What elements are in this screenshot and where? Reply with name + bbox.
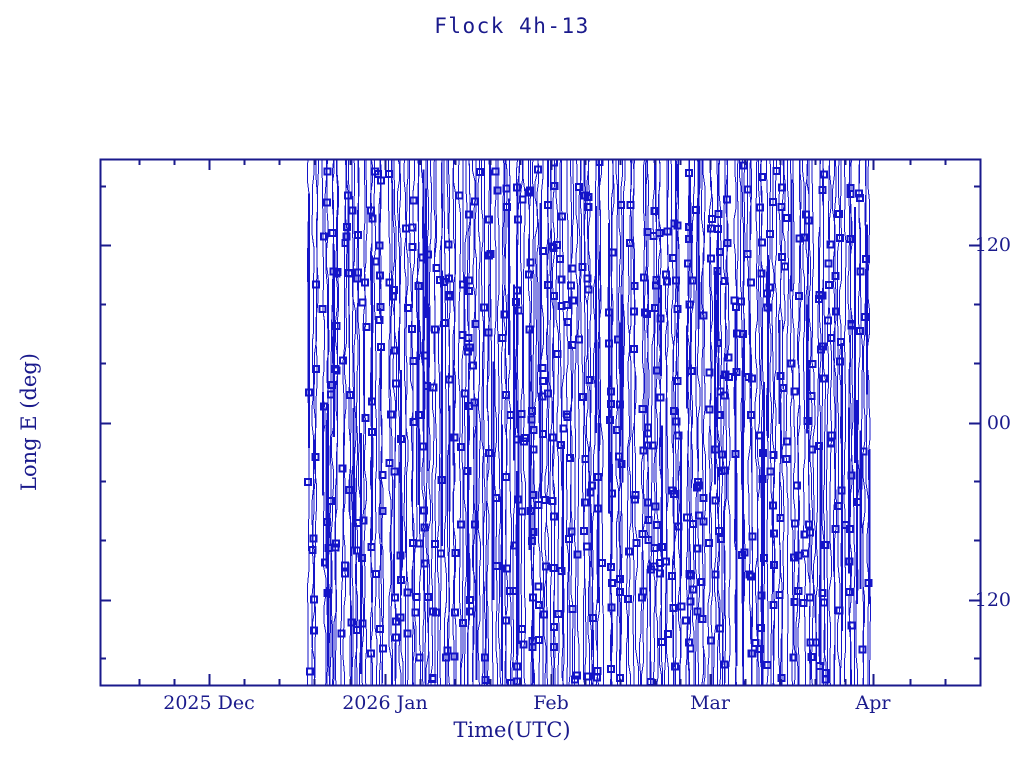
x-axis-tick-label: 2025 Dec [163, 692, 255, 714]
data-series-layer [304, 159, 873, 685]
x-axis-tick-label: Mar [690, 692, 730, 714]
x-axis-tick-label: Apr [855, 692, 891, 714]
x-axis-tick-label: Feb [533, 692, 569, 714]
x-axis-title: Time(UTC) [453, 718, 571, 742]
y-axis-title: Long E (deg) [17, 353, 41, 491]
page-title: Flock 4h-13 [434, 14, 590, 38]
y-axis-tick-label: 120 [974, 234, 1011, 256]
x-axis-tick-label: 2026 Jan [342, 692, 428, 714]
y-axis-tick-label: 00 [986, 412, 1011, 434]
y-axis-tick-label: -120 [968, 589, 1011, 611]
axis-frame-layer [99, 158, 982, 687]
